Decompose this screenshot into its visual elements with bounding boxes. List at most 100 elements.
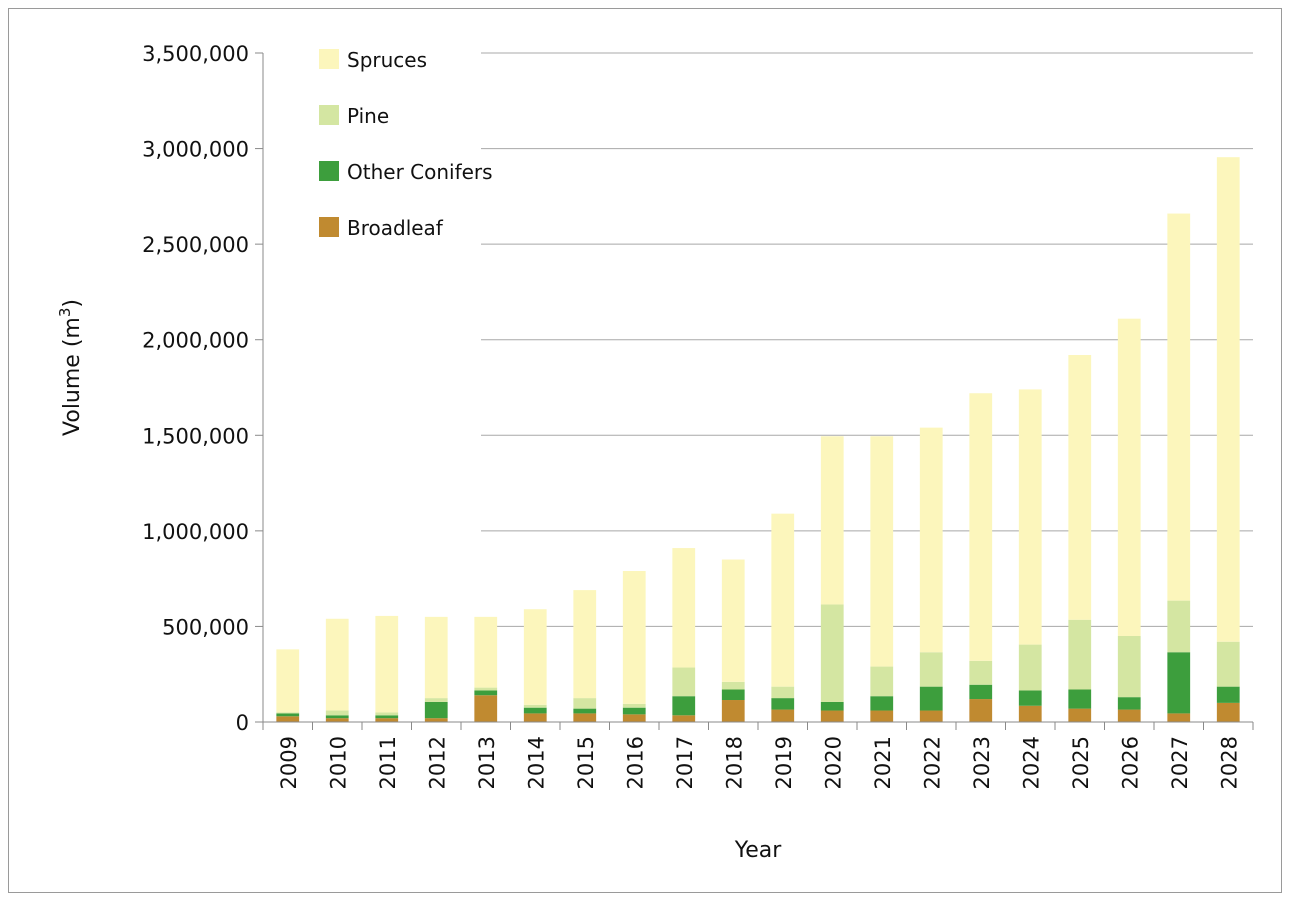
- bar-broadleaf-2028: [1216, 702, 1240, 722]
- y-axis-title-end: ): [60, 299, 85, 308]
- x-tick-label: 2028: [1217, 736, 1241, 789]
- bar-broadleaf-2019: [771, 709, 795, 722]
- bar-broadleaf-2013: [474, 695, 498, 722]
- bar-other-conifers-2022: [919, 686, 943, 711]
- bar-spruces-2009: [276, 649, 300, 713]
- bar-broadleaf-2014: [523, 713, 547, 722]
- legend-swatch: [319, 161, 339, 181]
- bar-other-conifers-2020: [820, 701, 844, 711]
- bar-pine-2024: [1018, 644, 1042, 691]
- x-tick-label: 2011: [376, 736, 400, 789]
- bar-spruces-2025: [1068, 355, 1092, 620]
- y-axis-title-main: Volume (m: [60, 317, 85, 436]
- y-tick-label: 3,500,000: [142, 42, 249, 66]
- x-tick-label: 2017: [673, 736, 697, 789]
- gridlines: [481, 52, 1253, 627]
- bar-pine-2011: [375, 712, 399, 716]
- x-tick-label: 2022: [920, 736, 944, 789]
- y-tick-label: 2,000,000: [142, 329, 249, 353]
- bar-other-conifers-2026: [1117, 697, 1141, 710]
- bar-spruces-2020: [820, 436, 844, 605]
- y-axis-title-sup: 3: [56, 308, 74, 318]
- bar-other-conifers-2019: [771, 698, 795, 710]
- bar-pine-2021: [870, 666, 894, 697]
- bar-pine-2019: [771, 686, 795, 699]
- x-tick-label: 2024: [1019, 736, 1043, 789]
- bar-spruces-2013: [474, 616, 498, 688]
- bar-broadleaf-2024: [1018, 705, 1042, 722]
- x-tick-label: 2013: [475, 736, 499, 789]
- bar-spruces-2028: [1216, 157, 1240, 642]
- legend-swatch: [319, 217, 339, 237]
- x-tick-label: 2014: [524, 736, 548, 789]
- y-tick-label: 1,500,000: [142, 424, 249, 448]
- bar-spruces-2014: [523, 609, 547, 705]
- bar-pine-2022: [919, 652, 943, 687]
- bar-broadleaf-2025: [1068, 708, 1092, 722]
- bar-other-conifers-2023: [969, 684, 993, 700]
- legend-label: Spruces: [347, 48, 427, 72]
- chart-frame: 0 500,000 1,000,000 1,500,000 2,000,000 2,500…: [8, 8, 1282, 893]
- x-tick-label: 2021: [871, 736, 895, 789]
- bar-pine-2026: [1117, 635, 1141, 698]
- bar-broadleaf-2020: [820, 710, 844, 722]
- legend-label: Pine: [347, 104, 389, 128]
- bar-broadleaf-2010: [325, 718, 349, 722]
- bar-spruces-2027: [1167, 213, 1191, 601]
- x-tick-label: 2012: [425, 736, 449, 789]
- bar-pine-2028: [1216, 641, 1240, 687]
- bar-broadleaf-2009: [276, 716, 300, 722]
- bar-broadleaf-2023: [969, 699, 993, 722]
- bar-pine-2025: [1068, 619, 1092, 690]
- bar-broadleaf-2012: [424, 718, 448, 722]
- bar-other-conifers-2013: [474, 690, 498, 696]
- x-tick-labels: 2009 2010 2011 2012 2013 2014 2015 2016 2017 2018…: [277, 736, 1242, 789]
- x-tick-label: 2018: [722, 736, 746, 789]
- bar-broadleaf-2018: [721, 700, 745, 722]
- y-tick-label: 1,000,000: [142, 520, 249, 544]
- legend-swatch: [319, 49, 339, 69]
- bar-pine-2023: [969, 660, 993, 685]
- bar-spruces-2017: [672, 548, 696, 668]
- y-tick-label: 0: [236, 711, 249, 735]
- y-tick-label: 500,000: [162, 615, 249, 639]
- bar-series: [276, 157, 1240, 722]
- y-axis-title: Volume (m3): [56, 299, 85, 436]
- bar-spruces-2011: [375, 615, 399, 713]
- bar-spruces-2018: [721, 559, 745, 682]
- bar-broadleaf-2017: [672, 715, 696, 722]
- bar-spruces-2010: [325, 618, 349, 711]
- legend-label: Broadleaf: [347, 216, 444, 240]
- bar-pine-2027: [1167, 600, 1191, 653]
- bar-pine-2010: [325, 710, 349, 716]
- bar-spruces-2016: [622, 570, 646, 704]
- x-tick-label: 2026: [1118, 736, 1142, 789]
- bar-other-conifers-2009: [276, 713, 300, 717]
- x-tick-label: 2019: [772, 736, 796, 789]
- bar-other-conifers-2011: [375, 715, 399, 719]
- x-tick-label: 2023: [970, 736, 994, 789]
- bar-broadleaf-2015: [573, 713, 597, 722]
- bar-other-conifers-2017: [672, 696, 696, 716]
- bar-pine-2015: [573, 698, 597, 709]
- legend: Spruces Pine Other Conifers Broadleaf: [319, 48, 493, 240]
- bar-spruces-2026: [1117, 318, 1141, 636]
- bar-pine-2012: [424, 698, 448, 702]
- bar-other-conifers-2018: [721, 689, 745, 701]
- bar-other-conifers-2025: [1068, 689, 1092, 709]
- y-tick-label: 3,000,000: [142, 138, 249, 162]
- x-axis-title: Year: [734, 838, 783, 863]
- bar-broadleaf-2021: [870, 710, 894, 722]
- bar-other-conifers-2012: [424, 701, 448, 719]
- bar-broadleaf-2026: [1117, 709, 1141, 722]
- bar-spruces-2019: [771, 513, 795, 687]
- bar-pine-2020: [820, 604, 844, 702]
- bar-broadleaf-2011: [375, 718, 399, 722]
- x-tick-label: 2010: [326, 736, 350, 789]
- bar-spruces-2012: [424, 616, 448, 699]
- bar-pine-2016: [622, 703, 646, 708]
- bar-pine-2014: [523, 704, 547, 708]
- bar-other-conifers-2024: [1018, 690, 1042, 706]
- x-tick-label: 2020: [821, 736, 845, 789]
- x-tick-label: 2009: [277, 736, 301, 789]
